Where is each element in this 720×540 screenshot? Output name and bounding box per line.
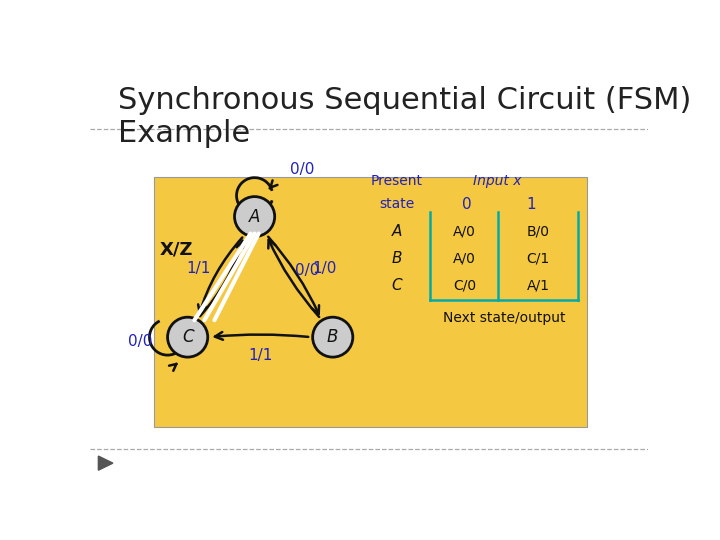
Text: 0: 0	[462, 197, 472, 212]
Text: Next state/output: Next state/output	[443, 312, 566, 326]
Ellipse shape	[235, 197, 275, 237]
Text: C: C	[182, 328, 194, 346]
Text: 0/0: 0/0	[295, 263, 320, 278]
Text: Synchronous Sequential Circuit (FSM)
Example: Synchronous Sequential Circuit (FSM) Exa…	[118, 85, 691, 148]
Text: C: C	[392, 278, 402, 293]
Text: X/Z: X/Z	[160, 241, 193, 259]
Text: B/0: B/0	[527, 224, 550, 238]
Text: 1: 1	[526, 197, 536, 212]
Text: 0/0: 0/0	[290, 162, 314, 177]
Polygon shape	[99, 456, 113, 470]
Text: 1/0: 1/0	[312, 261, 336, 276]
Ellipse shape	[312, 317, 353, 357]
Text: A: A	[392, 224, 402, 239]
Text: A/1: A/1	[527, 278, 550, 292]
Text: A/0: A/0	[453, 251, 476, 265]
Text: B: B	[327, 328, 338, 346]
Text: C/0: C/0	[453, 278, 476, 292]
Text: state: state	[379, 197, 415, 211]
FancyBboxPatch shape	[154, 177, 587, 427]
Text: B: B	[392, 251, 402, 266]
Text: Present: Present	[371, 174, 423, 188]
Text: 1/1: 1/1	[248, 348, 272, 363]
Text: A: A	[249, 207, 261, 226]
Text: 1/1: 1/1	[186, 261, 211, 276]
Text: 0/0: 0/0	[128, 334, 153, 349]
Ellipse shape	[168, 317, 208, 357]
Text: A/0: A/0	[453, 224, 476, 238]
Text: C/1: C/1	[527, 251, 550, 265]
Text: Input x: Input x	[473, 174, 521, 188]
